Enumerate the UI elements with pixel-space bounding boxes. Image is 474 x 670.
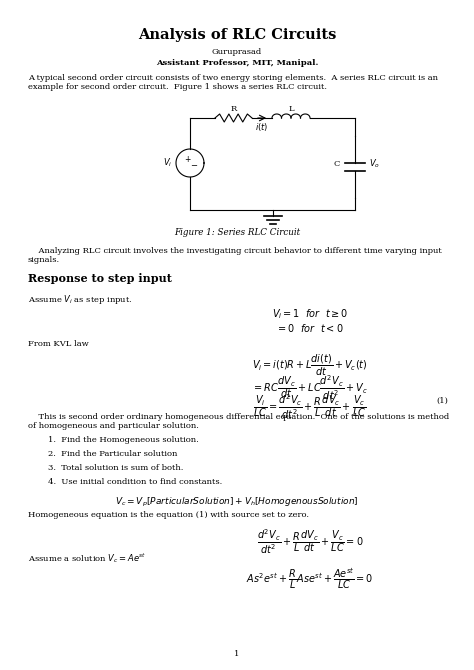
Text: (1): (1)	[436, 397, 448, 405]
Text: Figure 1: Series RLC Circuit: Figure 1: Series RLC Circuit	[174, 228, 300, 237]
Text: $V_i = i(t)R + L\dfrac{di(t)}{dt} + V_c(t)$: $V_i = i(t)R + L\dfrac{di(t)}{dt} + V_c(…	[252, 353, 368, 378]
Text: 4.  Use initial condition to find constants.: 4. Use initial condition to find constan…	[48, 478, 222, 486]
Text: Homogeneous equation is the equation (1) with source set to zero.: Homogeneous equation is the equation (1)…	[28, 511, 309, 519]
Text: $V_o$: $V_o$	[369, 157, 381, 170]
Text: L: L	[288, 105, 294, 113]
Text: Assume $V_i$ as step input.: Assume $V_i$ as step input.	[28, 293, 133, 306]
Text: $V_i$: $V_i$	[164, 157, 173, 170]
Text: $As^2e^{st} + \dfrac{R}{L}Ase^{st} + \dfrac{Ae^{st}}{LC} = 0$: $As^2e^{st} + \dfrac{R}{L}Ase^{st} + \df…	[246, 566, 374, 591]
Text: This is second order ordinary homogeneous differential equation.  One of the sol: This is second order ordinary homogeneou…	[28, 413, 449, 430]
Text: $= RC\dfrac{dV_c}{dt} + LC\dfrac{d^2V_c}{dt^2} + V_c$: $= RC\dfrac{dV_c}{dt} + LC\dfrac{d^2V_c}…	[252, 374, 368, 403]
Text: Guruprasad: Guruprasad	[212, 48, 262, 56]
Text: Assume a solution $V_c = Ae^{st}$: Assume a solution $V_c = Ae^{st}$	[28, 551, 146, 565]
Text: Response to step input: Response to step input	[28, 273, 172, 284]
Text: 1.  Find the Homogeneous solution.: 1. Find the Homogeneous solution.	[48, 436, 199, 444]
Text: A typical second order circuit consists of two energy storing elements.  A serie: A typical second order circuit consists …	[28, 74, 438, 91]
Text: C: C	[334, 160, 340, 168]
Text: $\dfrac{V_i}{LC} = \dfrac{d^2V_c}{dt^2} + \dfrac{R}{L}\dfrac{dV_c}{dt} + \dfrac{: $\dfrac{V_i}{LC} = \dfrac{d^2V_c}{dt^2} …	[254, 393, 366, 421]
Text: +: +	[184, 155, 190, 165]
Text: $= 0 \ \ for \ \ t < 0$: $= 0 \ \ for \ \ t < 0$	[276, 322, 344, 334]
Text: $V_c = V_p[ParticularSolution] + V_h[HomogenousSolution]$: $V_c = V_p[ParticularSolution] + V_h[Hom…	[115, 496, 359, 509]
Text: Analysis of RLC Circuits: Analysis of RLC Circuits	[138, 28, 336, 42]
Text: $i(t)$: $i(t)$	[255, 121, 269, 133]
Text: Assistant Professor, MIT, Manipal.: Assistant Professor, MIT, Manipal.	[156, 59, 318, 67]
Text: $\dfrac{d^2V_c}{dt^2} + \dfrac{R}{L}\dfrac{dV_c}{dt} + \dfrac{V_c}{LC} = 0$: $\dfrac{d^2V_c}{dt^2} + \dfrac{R}{L}\dfr…	[257, 528, 363, 557]
Text: R: R	[230, 105, 237, 113]
Text: $V_i = 1  \ \ for \ \ t \geq 0$: $V_i = 1 \ \ for \ \ t \geq 0$	[272, 307, 348, 321]
Text: −: −	[191, 161, 198, 170]
Text: 1: 1	[234, 650, 240, 658]
Text: 2.  Find the Particular solution: 2. Find the Particular solution	[48, 450, 177, 458]
Text: 3.  Total solution is sum of both.: 3. Total solution is sum of both.	[48, 464, 183, 472]
Text: Analyzing RLC circuit involves the investigating circuit behavior to different t: Analyzing RLC circuit involves the inves…	[28, 247, 442, 264]
Text: From KVL law: From KVL law	[28, 340, 89, 348]
